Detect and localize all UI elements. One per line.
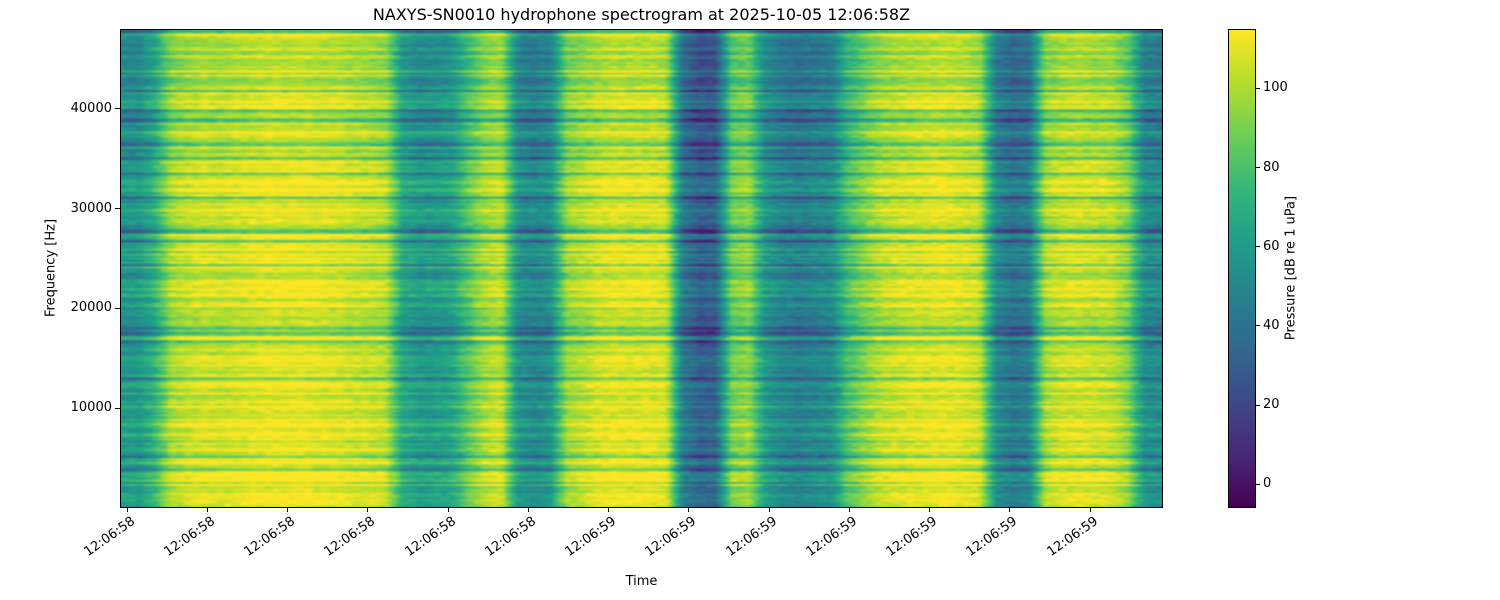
y-axis-label: Frequency [Hz]: [43, 218, 59, 318]
x-tick-mark: [527, 508, 529, 512]
x-tick-label: 12:06:58: [321, 514, 379, 560]
x-tick-label: 12:06:59: [883, 514, 941, 560]
x-tick-label: 12:06:58: [482, 514, 539, 560]
y-tick-mark: [115, 307, 120, 309]
x-tick-label: 12:06:59: [642, 514, 700, 560]
colorbar-tick-mark: [1256, 246, 1260, 248]
x-axis-label: Time: [625, 574, 658, 589]
colorbar-tick-label: 0: [1263, 476, 1272, 492]
x-tick-mark: [206, 508, 208, 512]
x-tick-mark: [768, 508, 770, 512]
x-tick-label: 12:06:59: [562, 514, 620, 560]
colorbar-tick-mark: [1256, 483, 1260, 485]
x-tick-label: 12:06:59: [803, 514, 860, 560]
x-tick-mark: [608, 508, 609, 512]
x-tick-mark: [929, 508, 930, 512]
y-tick-mark: [115, 407, 120, 409]
colorbar-tick-label: 100: [1263, 80, 1288, 96]
colorbar-label: Pressure [dB re 1 uPa]: [1283, 195, 1299, 341]
x-tick-mark: [287, 508, 288, 512]
x-tick-mark: [126, 508, 128, 512]
x-tick-mark: [1089, 508, 1091, 512]
y-tick-mark: [115, 208, 120, 210]
x-tick-label: 12:06:58: [161, 514, 218, 560]
x-tick-mark: [447, 508, 449, 512]
y-tick-label: 40000: [70, 100, 112, 116]
colorbar-tick-label: 20: [1263, 397, 1280, 413]
x-tick-label: 12:06:58: [402, 514, 459, 560]
colorbar-tick-label: 80: [1263, 159, 1280, 175]
x-tick-label: 12:06:59: [1044, 514, 1101, 560]
y-tick-label: 20000: [70, 300, 112, 316]
y-tick-label: 30000: [70, 200, 112, 216]
x-tick-mark: [367, 508, 369, 512]
y-tick-label: 10000: [70, 400, 112, 416]
chart-title: NAXYS-SN0010 hydrophone spectrogram at 2…: [372, 5, 911, 24]
x-tick-label: 12:06:59: [723, 514, 780, 560]
colorbar-tick-mark: [1256, 404, 1260, 406]
x-tick-label: 12:06:59: [963, 514, 1021, 560]
colorbar-gradient: [1228, 29, 1256, 508]
colorbar-tick-mark: [1256, 87, 1260, 89]
x-tick-mark: [688, 508, 690, 512]
x-tick-label: 12:06:58: [241, 514, 299, 560]
y-tick-mark: [115, 108, 120, 110]
x-tick-label: 12:06:58: [81, 514, 138, 560]
colorbar-tick-mark: [1256, 167, 1260, 169]
colorbar-tick-label: 40: [1263, 317, 1280, 333]
colorbar-tick-label: 60: [1263, 238, 1280, 254]
x-tick-mark: [848, 508, 850, 512]
x-tick-mark: [1009, 508, 1011, 512]
spectrogram-heatmap: [120, 29, 1163, 508]
colorbar-tick-mark: [1256, 325, 1260, 327]
